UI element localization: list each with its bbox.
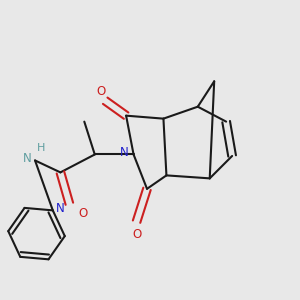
- Text: O: O: [96, 85, 105, 98]
- Text: N: N: [120, 146, 129, 160]
- Text: O: O: [78, 207, 88, 220]
- Text: N: N: [23, 152, 32, 166]
- Text: O: O: [132, 228, 141, 241]
- Text: H: H: [37, 143, 45, 153]
- Text: N: N: [56, 202, 64, 215]
